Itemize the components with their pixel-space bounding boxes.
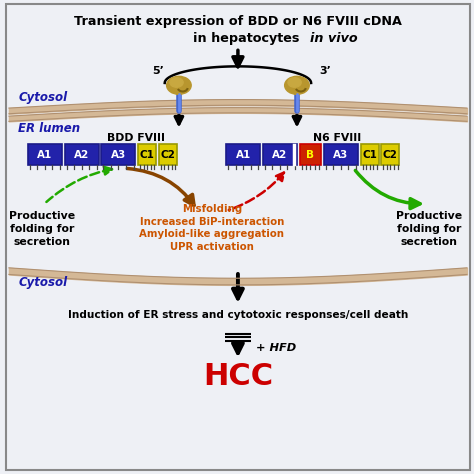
Bar [226,144,260,165]
Bar [300,144,321,165]
Text: Productive
folding for
secretion: Productive folding for secretion [9,211,75,246]
Text: 5’: 5’ [152,66,164,76]
Text: A1: A1 [236,149,251,160]
Text: C2: C2 [161,149,175,160]
Bar [64,144,99,165]
Text: Cytosol: Cytosol [18,91,67,104]
Bar [159,144,177,165]
Text: Transient expression of BDD or N6 FVIII cDNA: Transient expression of BDD or N6 FVIII … [74,15,402,28]
FancyBboxPatch shape [6,4,470,470]
Text: C1: C1 [362,149,377,160]
Text: Induction of ER stress and cytotoxic responses/cell death: Induction of ER stress and cytotoxic res… [68,310,408,320]
Text: in hepatocytes: in hepatocytes [193,32,304,46]
Ellipse shape [285,76,309,94]
Text: N6 FVIII: N6 FVIII [313,133,361,144]
Bar [361,144,379,165]
Text: A1: A1 [37,149,53,160]
Text: Misfolding
Increased BiP-interaction
Amyloid-like aggregation
UPR activation: Misfolding Increased BiP-interaction Amy… [139,204,284,252]
Ellipse shape [170,78,183,87]
Bar [28,144,62,165]
Text: Productive
folding for
secretion: Productive folding for secretion [396,211,462,246]
Text: ER lumen: ER lumen [18,122,81,136]
Text: C2: C2 [383,149,398,160]
Bar [101,144,136,165]
Text: + HFD: + HFD [256,343,296,353]
Text: Cytosol: Cytosol [18,275,67,289]
Text: HCC: HCC [203,362,273,392]
Text: in vivo: in vivo [310,32,357,46]
Text: 3’: 3’ [319,66,331,76]
Text: A3: A3 [111,149,126,160]
Bar [263,144,297,165]
Text: BDD FVIII: BDD FVIII [108,133,165,144]
Ellipse shape [288,78,301,87]
Text: B: B [306,149,314,160]
Ellipse shape [167,76,191,94]
Bar [382,144,400,165]
Text: A3: A3 [333,149,348,160]
Text: A2: A2 [74,149,89,160]
Bar [138,144,156,165]
Text: C1: C1 [140,149,155,160]
Bar [324,144,358,165]
Text: A2: A2 [273,149,288,160]
